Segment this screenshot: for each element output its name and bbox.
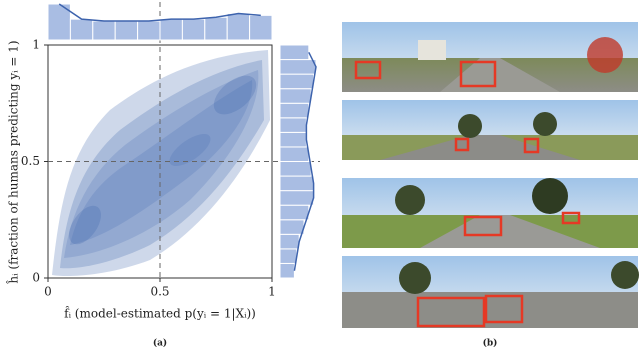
histogram-bar	[69, 18, 94, 41]
density-contours	[52, 50, 270, 277]
histogram-bar	[226, 12, 251, 41]
histogram-bar	[279, 102, 310, 119]
histogram-bar	[279, 262, 295, 279]
photo	[342, 100, 638, 160]
x-tick-label: 1	[268, 285, 276, 299]
histogram-bar	[279, 88, 312, 104]
y-axis-label: ĥᵢ (fraction of humans predicting yᵢ = 1…	[6, 40, 21, 284]
histogram-bar	[249, 14, 273, 41]
panel-a: ĥᵢ (fraction of humans predicting yᵢ = 1…	[6, 2, 320, 349]
histogram-bar	[279, 131, 307, 148]
histogram-bar	[279, 248, 298, 264]
histogram-bar	[204, 16, 228, 41]
histogram-bar	[114, 20, 139, 41]
histogram-bar	[279, 175, 315, 192]
histogram-bar	[279, 161, 312, 177]
histogram-bar	[279, 190, 315, 206]
density-curve	[293, 51, 317, 271]
y-tick-label: 0.5	[21, 154, 40, 168]
histogram-bar	[279, 73, 315, 90]
histogram-bar	[137, 20, 161, 41]
histogram-bar	[279, 233, 300, 250]
photo	[342, 256, 639, 328]
histogram-bar	[279, 204, 310, 221]
x-tick-label: 0	[44, 285, 52, 299]
density-curve	[58, 3, 261, 22]
x-tick-label: 0.5	[150, 285, 169, 299]
histogram-bar	[279, 219, 305, 235]
panel-b: (b)	[342, 22, 639, 349]
histogram-bar	[279, 146, 310, 162]
x-axis-label: f̂ᵢ (model-estimated p(yᵢ = 1|Xᵢ))	[64, 305, 256, 321]
histogram-bar	[279, 44, 310, 61]
photo	[342, 22, 638, 92]
y-tick-label: 0	[32, 271, 40, 285]
histogram-bar	[181, 18, 206, 41]
caption: (a)	[153, 338, 167, 349]
y-tick-label: 1	[32, 38, 40, 52]
histogram-bar	[159, 18, 183, 41]
histogram-bar	[279, 117, 307, 133]
caption: (b)	[483, 338, 498, 349]
histogram-bar	[279, 59, 317, 75]
histogram-bar	[92, 20, 116, 41]
photo	[342, 178, 638, 248]
